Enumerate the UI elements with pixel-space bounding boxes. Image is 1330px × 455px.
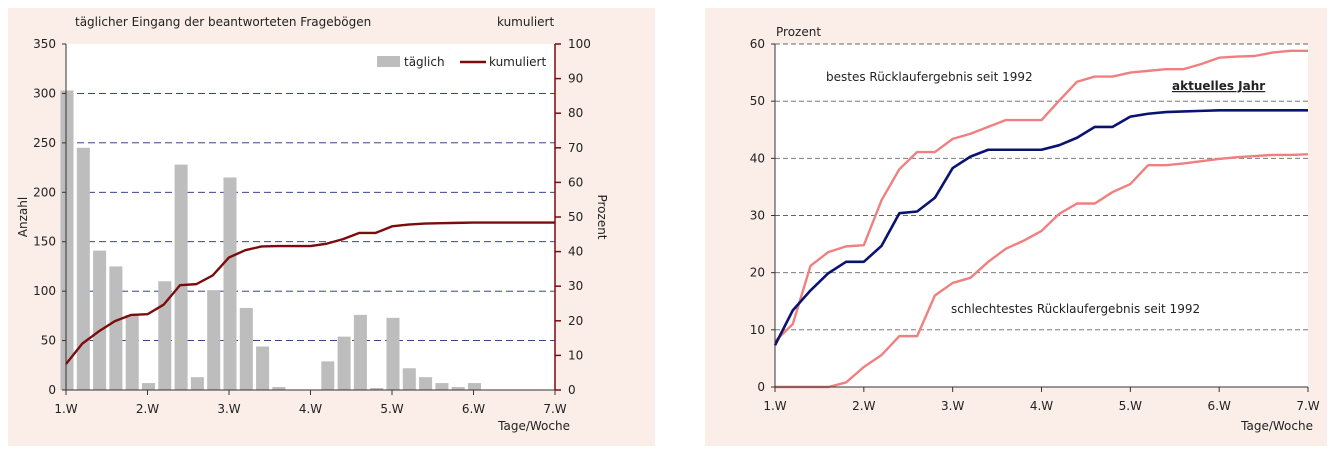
bar [435,383,449,390]
y-tick-label: 50 [41,334,56,348]
y-tick-label: 200 [33,185,56,199]
x-tick-label: 3.W [941,399,964,413]
bar [467,383,482,390]
legend-label-kumuliert: kumuliert [489,55,546,69]
series-line-worst [775,153,1309,389]
series-line-best [774,49,1308,343]
x-tick-label: 7.W [543,402,566,416]
bar [141,383,156,390]
bar [272,387,286,390]
bar [239,307,253,390]
left-tick-labels: 0 50 100 150 200 250 300 350 0 10 20 30 40 50 60 70 80 90… [33,37,591,416]
right-x-axis-label: Tage/Woche [1240,419,1313,433]
left-y-axis-label: Anzahl [16,197,30,237]
x-tick-label: 3.W [217,402,240,416]
y2-tick-label: 50 [568,210,583,224]
right-y-axis-label: Prozent [776,25,821,39]
left-chart-title: täglicher Eingang der beantworteten Frag… [75,15,371,29]
y2-tick-label: 70 [568,141,583,155]
annotation-current-year: aktuelles Jahr [1172,79,1265,93]
y2-tick-label: 0 [568,383,576,397]
y2-tick-label: 40 [568,245,583,259]
left-y2-axis-label: Prozent [595,194,609,239]
bar [370,388,384,390]
bar [451,387,465,390]
y-tick-label: 100 [33,284,56,298]
y-tick-label: 350 [33,37,56,51]
bar [190,377,204,390]
left-legend: täglich kumuliert [377,55,546,69]
right-tick-labels: 0 10 20 30 40 50 60 1.W 2.W 3.W 4.W 5.W 6.W 7.W [750,37,1320,413]
y-tick-label: 50 [750,94,765,108]
x-tick-label: 7.W [1296,399,1319,413]
bar [223,177,237,390]
x-tick-label: 4.W [299,402,322,416]
bar [402,368,416,390]
bar [256,346,270,390]
bar [386,317,400,390]
bar [93,250,107,390]
y-tick-label: 30 [750,209,765,223]
left-chart: 0 50 100 150 200 250 300 350 0 10 20 30 40 50 60 70 80 90… [16,15,609,433]
y2-tick-label: 60 [568,175,583,189]
legend-label-taeglich: täglich [404,55,445,69]
bar [125,314,139,390]
legend-swatch-taeglich [377,56,400,67]
y-tick-label: 40 [750,151,765,165]
bar [76,147,90,390]
left-cumulative-line [65,221,555,365]
right-series-lines [773,49,1309,389]
left-chart-secondary-title: kumuliert [497,15,554,29]
y-tick-label: 250 [33,136,56,150]
annotation-best-result: bestes Rücklaufergebnis seit 1992 [826,70,1033,84]
bar [174,164,188,390]
bar [337,336,351,390]
x-tick-label: 1.W [763,399,786,413]
y-tick-label: 60 [750,37,765,51]
y-tick-label: 20 [750,266,765,280]
bar [419,377,433,390]
bar [158,281,172,390]
y-tick-label: 0 [48,383,56,397]
cumulative-line [65,221,555,365]
bar [109,266,123,390]
bar [60,90,74,390]
annotation-worst-result: schlechtestes Rücklaufergebnis seit 1992 [951,302,1200,316]
bar [353,314,367,390]
y-tick-label: 150 [33,235,56,249]
x-tick-label: 4.W [1030,399,1053,413]
x-tick-label: 5.W [1119,399,1142,413]
right-chart: 0 10 20 30 40 50 60 1.W 2.W 3.W 4.W 5.W 6.W 7.W Proze… [750,25,1320,433]
x-tick-label: 5.W [380,402,403,416]
y-tick-label: 300 [33,86,56,100]
series-line-current [773,109,1308,346]
left-bars [60,90,482,390]
y-tick-label: 10 [750,323,765,337]
x-tick-label: 6.W [462,402,485,416]
bar [321,361,335,390]
x-tick-label: 1.W [54,402,77,416]
bar [207,290,221,390]
left-plot-area [66,44,555,390]
x-tick-label: 6.W [1208,399,1231,413]
y2-tick-label: 80 [568,106,583,120]
right-axes [771,43,1309,392]
y2-tick-label: 10 [568,348,583,362]
x-tick-label: 2.W [136,402,159,416]
x-tick-label: 2.W [852,399,875,413]
left-gridlines [66,92,555,342]
left-axes [62,43,561,395]
y2-tick-label: 30 [568,279,583,293]
left-x-axis-label: Tage/Woche [497,419,570,433]
y2-tick-label: 100 [568,37,591,51]
y2-tick-label: 90 [568,72,583,86]
y2-tick-label: 20 [568,314,583,328]
y-tick-label: 0 [757,380,765,394]
